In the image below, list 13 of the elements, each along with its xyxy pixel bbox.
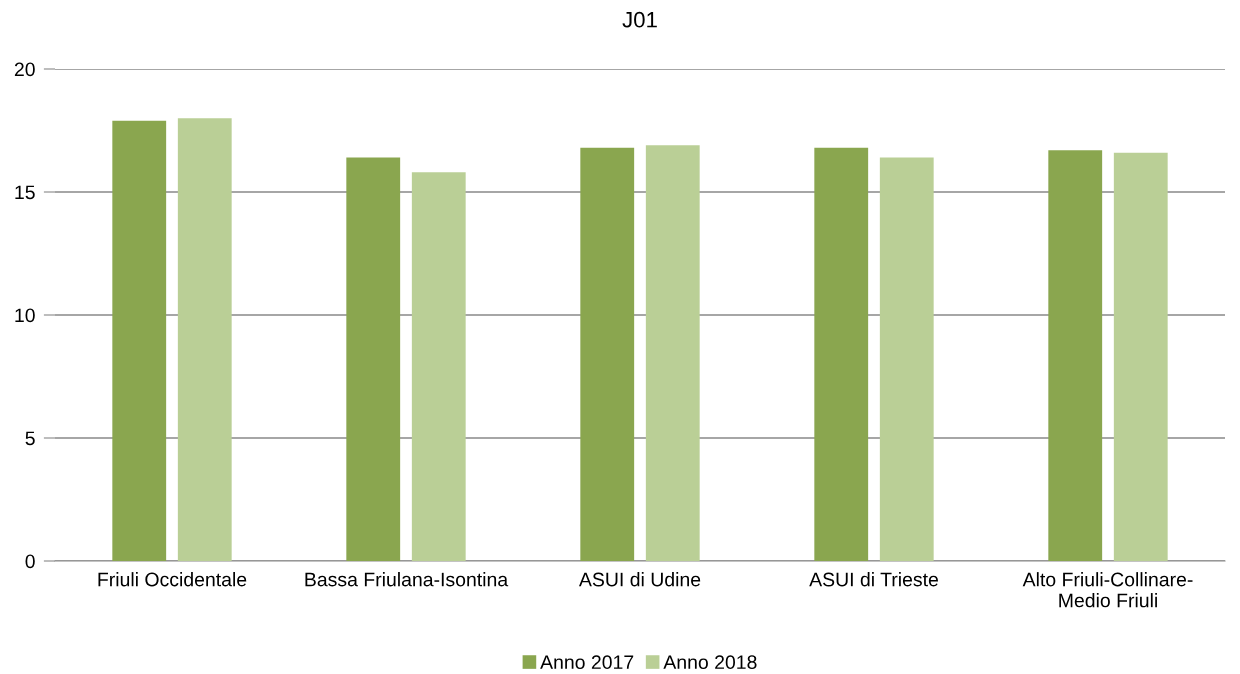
x-tick-label: ASUI di Trieste: [809, 572, 938, 587]
x-tick-label: Alto Friuli-Collinare- Medio Friuli: [1022, 572, 1193, 608]
y-tick-label: 20: [14, 62, 35, 77]
x-tick-label: ASUI di Udine: [578, 572, 701, 587]
chart-title: J01: [622, 11, 657, 28]
y-tick-label: 15: [15, 185, 35, 200]
legend-label: Anno 2017: [540, 655, 634, 670]
x-tick-label: Bassa Friulana-Isontina: [305, 572, 509, 587]
y-tick-label: 10: [15, 308, 35, 323]
y-tick-label: 0: [25, 554, 35, 569]
legend-label: Anno 2018: [663, 655, 757, 670]
y-tick-label: 5: [25, 431, 35, 446]
x-tick-label: Friuli Occidentale: [98, 572, 247, 587]
